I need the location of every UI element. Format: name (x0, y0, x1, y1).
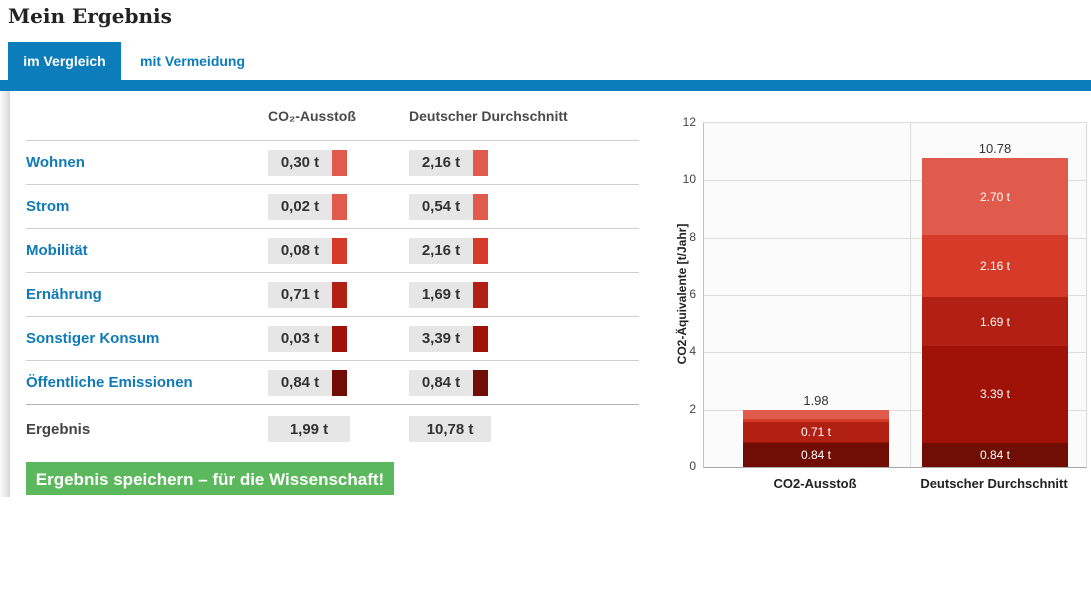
category-color-swatch (332, 149, 347, 176)
average-value-box: 0,54 t (409, 193, 473, 220)
category-color-swatch (473, 325, 488, 352)
content-left-shadow (0, 91, 10, 497)
column-header-deutscher-durchschnitt: Deutscher Durchschnitt (409, 107, 568, 124)
chart-gridline (704, 180, 1086, 182)
save-result-button[interactable]: Ergebnis speichern – für die Wissenschaf… (26, 462, 394, 495)
bar-segment: 0.84 t (743, 442, 889, 467)
bar-segment: 1.69 t (922, 297, 1068, 346)
chart-y-tick-label: 6 (689, 287, 696, 301)
bar-segment (743, 419, 889, 422)
table-row: Mobilität 0,08 t 2,16 t (26, 228, 639, 272)
category-link[interactable]: Mobilität (26, 242, 88, 259)
tab-bar-underline (0, 80, 1091, 91)
bar-segment: 3.39 t (922, 345, 1068, 443)
result-value-box: 1,99 t (268, 416, 350, 442)
tab-im-vergleich[interactable]: im Vergleich (8, 42, 121, 80)
bar-total-label: 1.98 (803, 393, 829, 409)
chart-y-tick-label: 12 (682, 115, 696, 129)
table-row: Wohnen 0,30 t 2,16 t (26, 140, 639, 184)
bar-segment (743, 410, 889, 420)
chart-y-tick-label: 2 (689, 401, 696, 416)
results-table: CO₂-Ausstoß Deutscher Durchschnitt Wohne… (26, 91, 639, 453)
emission-value-box: 0,30 t (268, 149, 332, 176)
tab-mit-vermeidung[interactable]: mit Vermeidung (140, 53, 246, 69)
bar-segment: 2.70 t (922, 158, 1068, 236)
chart-gridline (704, 237, 1086, 239)
category-color-swatch (473, 149, 488, 176)
category-color-swatch (332, 281, 347, 308)
bar-segment (743, 442, 889, 443)
chart-gridline (704, 295, 1086, 296)
chart-y-tick-label: 0 (689, 459, 696, 473)
chart-x-category-label: CO2-Ausstoß (773, 476, 857, 491)
category-link[interactable]: Strom (26, 198, 70, 215)
category-color-swatch (332, 237, 347, 264)
table-row: Öffentliche Emissionen 0,84 t 0,84 t (26, 360, 639, 404)
chart-plot: 0.84 t 0.71 t 1.98 0.84 t 3.39 t 1.69 t 2.16 t… (703, 122, 1087, 468)
result-label: Ergebnis (26, 420, 91, 438)
column-header-co2-ausstoss: CO₂-Ausstoß (268, 107, 356, 124)
bar-total-label: 10.78 (978, 140, 1012, 156)
average-value-box: 1,69 t (409, 281, 473, 308)
emission-value-box: 0,71 t (268, 281, 332, 308)
chart-gridline (704, 352, 1086, 354)
emissions-chart: CO2-Äquivalente [t/Jahr] 0.84 t 0.71 t 1.9… (660, 110, 1091, 510)
average-value-box: 2,16 t (409, 149, 473, 176)
category-color-swatch (332, 325, 347, 352)
category-color-swatch (473, 281, 488, 308)
table-row-ergebnis: Ergebnis 1,99 t 10,78 t (26, 404, 639, 453)
category-link[interactable]: Öffentliche Emissionen (26, 374, 193, 391)
category-color-swatch (332, 369, 347, 396)
emission-value-box: 0,08 t (268, 237, 332, 264)
chart-y-tick-label: 8 (689, 229, 696, 244)
table-row: Sonstiger Konsum 0,03 t 3,39 t (26, 316, 639, 360)
result-average-box: 10,78 t (409, 416, 491, 442)
category-link[interactable]: Sonstiger Konsum (26, 330, 160, 347)
category-color-swatch (473, 237, 488, 264)
bar-segment: 0.84 t (922, 442, 1068, 467)
bar-segment: 0.71 t (743, 421, 889, 443)
category-link[interactable]: Ernährung (26, 286, 102, 303)
table-row: Strom 0,02 t 0,54 t (26, 184, 639, 228)
category-color-swatch (473, 369, 488, 396)
page-title: Mein Ergebnis (8, 4, 172, 28)
average-value-box: 0,84 t (409, 369, 473, 396)
emission-value-box: 0,84 t (268, 369, 332, 396)
chart-y-tick-label: 10 (682, 172, 696, 187)
chart-y-tick-label: 4 (689, 344, 696, 359)
stacked-bar: 0.84 t 3.39 t 1.69 t 2.16 t 2.70 t (922, 158, 1068, 467)
bar-segment: 2.16 t (922, 235, 1068, 298)
chart-category-separator (910, 123, 911, 467)
chart-x-category-label: Deutscher Durchschnitt (920, 476, 1068, 491)
chart-gridline (704, 409, 1086, 411)
category-link[interactable]: Wohnen (26, 154, 85, 171)
category-color-swatch (332, 193, 347, 220)
stacked-bar: 0.84 t 0.71 t (743, 410, 889, 467)
emission-value-box: 0,02 t (268, 193, 332, 220)
table-row: Ernährung 0,71 t 1,69 t (26, 272, 639, 316)
average-value-box: 3,39 t (409, 325, 473, 352)
average-value-box: 2,16 t (409, 237, 473, 264)
results-table-header: CO₂-Ausstoß Deutscher Durchschnitt (26, 91, 639, 140)
category-color-swatch (473, 193, 488, 220)
emission-value-box: 0,03 t (268, 325, 332, 352)
